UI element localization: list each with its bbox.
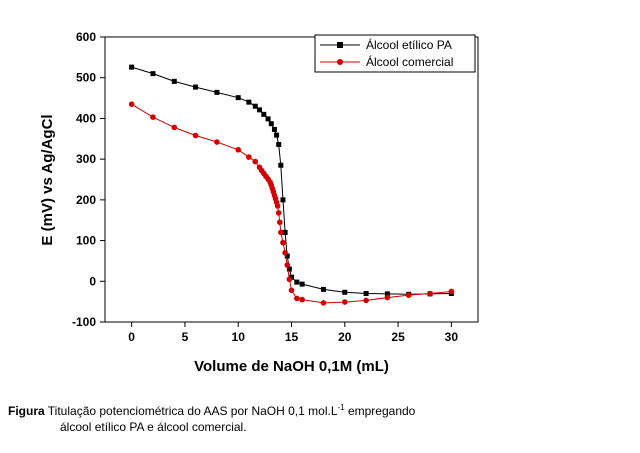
titration-chart: 0 5 10 15 20 25 30 -100 0 100 200 300 400 500 600 Volu… <box>39 30 479 375</box>
series-2-point <box>235 146 242 153</box>
x-tick-label: 20 <box>338 330 352 344</box>
series-2-point <box>274 203 281 209</box>
y-tick-label: 0 <box>89 274 96 288</box>
series-1-point <box>363 291 369 296</box>
series-1-point <box>342 289 348 295</box>
series-1-line <box>131 66 452 295</box>
y-tick-label: 100 <box>76 234 96 248</box>
series-2-point <box>192 132 199 139</box>
series-1-point <box>280 197 286 203</box>
series-2-line <box>131 103 452 304</box>
y-tick-label: 600 <box>76 30 96 44</box>
series-1-point <box>265 116 271 122</box>
series-2-point <box>284 262 291 268</box>
caption-label: Figura <box>8 404 45 418</box>
series-1-point <box>235 95 241 101</box>
series-2-point <box>288 287 295 294</box>
series-1-point <box>284 253 290 259</box>
y-tick-label: 200 <box>76 193 96 207</box>
series-1-point <box>276 141 282 147</box>
x-tick-label: 15 <box>285 330 299 344</box>
series-2-point <box>294 295 300 302</box>
caption-line-2: álcool etílico PA e álcool comercial. <box>60 420 247 434</box>
series-2-point <box>275 210 282 216</box>
series-2-point <box>286 276 293 283</box>
series-1-point <box>278 162 284 168</box>
series-2-point <box>299 296 305 303</box>
caption-superscript: -1 <box>337 403 345 412</box>
y-tick-label: 500 <box>76 71 96 85</box>
series-layer <box>128 64 455 306</box>
series-2-point <box>278 229 284 236</box>
series-1-point <box>252 103 258 109</box>
series-1-point <box>294 279 300 285</box>
series-2-point <box>363 297 369 304</box>
x-tick-label: 5 <box>182 330 189 344</box>
series-2-point <box>282 249 288 256</box>
y-tick-label: 300 <box>76 152 96 166</box>
series-2-point <box>171 124 178 131</box>
series-2-point <box>280 239 286 246</box>
legend-box <box>314 34 476 73</box>
figure-caption: Figura Titulação potenciométrica do AAS … <box>8 403 568 435</box>
legend-label-series-1: Álcool etílico PA <box>366 37 452 52</box>
series-1-point <box>261 111 267 117</box>
series-2-point <box>405 292 412 298</box>
series-2-point <box>150 114 156 121</box>
x-axis-title: Volume de NaOH 0,1M (mL) <box>194 358 389 375</box>
series-1-point <box>268 121 274 127</box>
series-2-point <box>128 101 135 107</box>
series-1-point <box>384 291 390 297</box>
y-axis-title: E (mV) vs Ag/AgCl <box>39 114 56 245</box>
y-tick-label: -100 <box>72 315 96 329</box>
series-1-point <box>299 281 305 287</box>
series-1-point <box>257 107 263 113</box>
series-2-point <box>246 154 252 160</box>
series-2-point <box>341 299 348 305</box>
series-1-point <box>246 99 252 105</box>
x-tick-label: 10 <box>232 330 246 344</box>
series-1-point <box>289 274 294 280</box>
x-tick-label: 0 <box>128 330 135 344</box>
legend-marker-series-1 <box>337 42 343 48</box>
series-1-point <box>286 266 292 272</box>
series-2-point <box>214 139 220 145</box>
legend: Álcool etílico PA Álcool comercial <box>314 34 476 73</box>
series-1-point <box>274 132 280 138</box>
x-tick-label: 25 <box>391 330 405 344</box>
x-tick-label: 30 <box>445 330 459 344</box>
y-tick-label: 400 <box>76 111 96 125</box>
legend-label-series-2: Álcool comercial <box>366 54 453 69</box>
caption-text: Titulação potenciométrica do AAS por NaO… <box>47 404 338 418</box>
legend-marker-series-2 <box>337 59 343 65</box>
series-1-point <box>214 89 220 95</box>
series-1-point <box>271 126 277 132</box>
series-2-point <box>384 294 391 301</box>
series-1-point <box>150 71 156 77</box>
series-1-point <box>129 64 135 70</box>
series-1-point <box>171 78 177 84</box>
axis-ticks: 0 5 10 15 20 25 30 -100 0 100 200 300 400 500 600 <box>72 30 458 344</box>
series-2-point <box>252 158 259 165</box>
series-1-point <box>282 229 288 235</box>
series-1-point <box>193 84 199 90</box>
series-2-point <box>448 288 455 295</box>
caption-text-end: empregando <box>344 404 416 418</box>
series-2-point <box>276 219 283 226</box>
series-1-point <box>320 286 326 292</box>
series-2-point <box>427 290 433 297</box>
series-2-point <box>320 300 327 306</box>
